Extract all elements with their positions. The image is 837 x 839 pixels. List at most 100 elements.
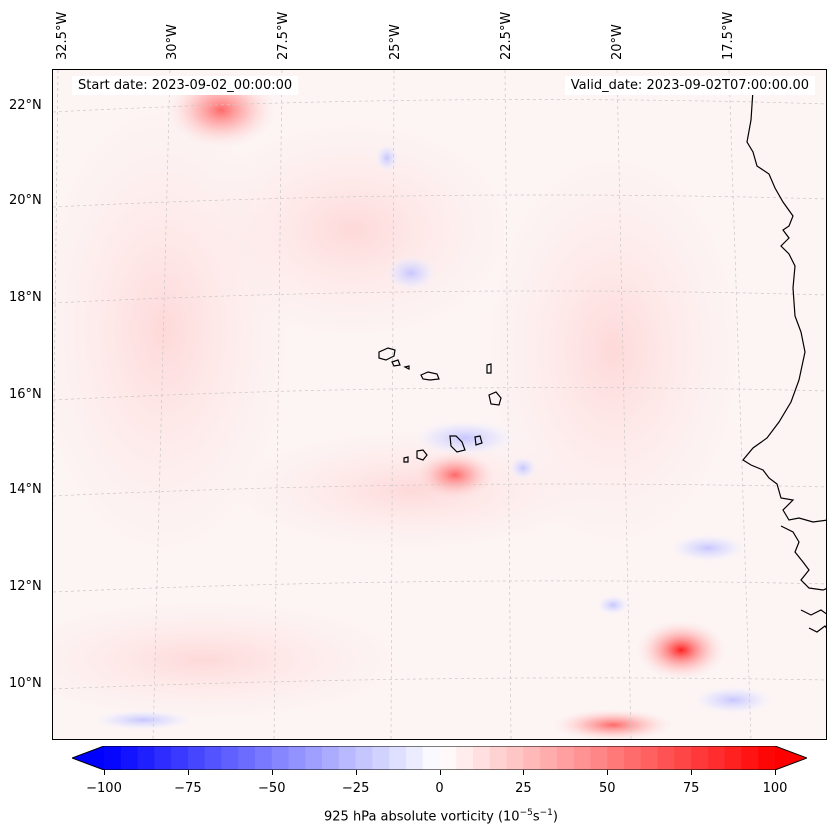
lon-label-20w: 20°W: [610, 24, 625, 60]
gridline-lat-12: [53, 580, 826, 593]
island-boa-vista: [488, 391, 502, 406]
colorbar-label: 925 hPa absolute vorticity (10−5s−1): [324, 808, 558, 825]
africa-coast-guinea: [800, 609, 826, 633]
lat-label-16n: 16°N: [9, 387, 42, 402]
pink-band-southwest: [53, 600, 403, 720]
colorbar-cell: [489, 746, 508, 770]
colorbar-cell: [254, 746, 273, 770]
colorbar-cell: [724, 746, 742, 770]
colorbar-cell: [355, 746, 373, 770]
colorbar-cell: [104, 746, 122, 770]
colorbar-tick-mark: [355, 770, 357, 775]
colorbar-cell: [271, 746, 290, 770]
island-sao-nicolau: [420, 371, 440, 381]
colorbar-cell: [439, 746, 457, 770]
lat-label-10n: 10°N: [9, 676, 42, 691]
colorbar-cell: [540, 746, 558, 770]
colorbar-tick-mark: [271, 770, 273, 775]
lat-label-18n: 18°N: [9, 290, 42, 305]
island-sao-vicente: [391, 359, 401, 367]
lon-label-25w: 25°W: [388, 24, 403, 60]
colorbar-cell: [171, 746, 189, 770]
pink-band-south: [233, 430, 593, 550]
pink-band-central: [193, 120, 513, 340]
lat-label-12n: 12°N: [9, 579, 42, 594]
colorbar-tick-label: −25: [341, 781, 370, 796]
colorbar-tick-label: −50: [258, 781, 286, 796]
colorbar-tick-mark: [187, 770, 189, 775]
colorbar-cell: [187, 746, 206, 770]
gridline-lat-10: [53, 677, 826, 690]
lon-label-17-5w: 17.5°W: [721, 11, 736, 60]
lat-label-20n: 20°N: [9, 193, 42, 208]
colorbar-cell: [120, 746, 139, 770]
colorbar: [72, 746, 807, 770]
colorbar-cell: [590, 746, 608, 770]
lon-label-27-5w: 27.5°W: [276, 11, 291, 60]
colorbar-tick-mark: [439, 770, 441, 775]
africa-coast: [742, 89, 826, 523]
colorbar-tick-label: 100: [762, 781, 788, 796]
colorbar-cell: [137, 746, 155, 770]
colorbar-tick-label: −75: [174, 781, 202, 796]
vortex-blue-12n: [597, 595, 629, 615]
colorbar-cell: [624, 746, 642, 770]
lon-label-32-5w: 32.5°W: [55, 11, 70, 60]
island-santo-antao: [378, 347, 396, 361]
colorbar-cell: [238, 746, 256, 770]
colorbar-cell: [288, 746, 306, 770]
gridline-lon-30: [152, 70, 171, 739]
colorbar-cells: [104, 746, 776, 770]
island-brava: [403, 456, 409, 463]
colorbar-cell: [221, 746, 239, 770]
vortex-blue-13n: [670, 534, 746, 562]
colorbar-tick-mark: [523, 770, 525, 775]
colorbar-cell: [389, 746, 407, 770]
vorticity-map: [53, 70, 826, 739]
map-panel[interactable]: [52, 69, 827, 740]
gridline-lat-20: [53, 194, 826, 208]
island-fogo: [416, 449, 428, 461]
gridline-lon-22-5: [504, 70, 512, 739]
colorbar-cell: [640, 746, 659, 770]
vortex-red-bottom: [553, 709, 673, 739]
colorbar-cell: [322, 746, 340, 770]
vortex-north-cape-verde: [413, 420, 517, 456]
gridline-lon-17-5: [728, 70, 752, 739]
lon-label-30w: 30°W: [165, 24, 180, 60]
colorbar-cell: [372, 746, 390, 770]
africa-coast-south: [780, 525, 826, 591]
gridline-lat-16: [53, 387, 826, 401]
colorbar-cell: [523, 746, 541, 770]
colorbar-cell: [707, 746, 726, 770]
gridline-lon-27-5: [273, 70, 283, 739]
lon-label-22-5w: 22.5°W: [499, 11, 514, 60]
colorbar-tick-mark: [607, 770, 609, 775]
vortex-blue-bottom-left: [93, 710, 193, 730]
colorbar-tick-mark: [104, 770, 105, 775]
island-santiago: [449, 435, 466, 453]
gridline-lon-20: [616, 70, 632, 739]
colorbar-tick-mark: [691, 770, 693, 775]
coastlines: [378, 89, 826, 633]
vortex-blue-southeast: [693, 686, 773, 714]
gridlines: [53, 70, 826, 739]
gridline-lat-14: [53, 483, 826, 497]
lat-label-22n: 22°N: [9, 98, 42, 113]
vortex-blue-18n: [385, 255, 437, 291]
colorbar-cell: [573, 746, 591, 770]
colorbar-cell: [758, 746, 776, 770]
colorbar-cell: [607, 746, 625, 770]
colorbar-cell: [741, 746, 759, 770]
start-date-label: Start date: 2023-09-02_00:00:00: [72, 76, 299, 95]
colorbar-tick-label: 75: [682, 781, 700, 796]
gridline-lat-22: [53, 99, 826, 113]
island-santa-luzia: [403, 365, 410, 370]
colorbar-cell: [506, 746, 524, 770]
colorbar-tick-label: 0: [435, 781, 444, 796]
colorbar-tick-label: −100: [86, 781, 122, 796]
colorbar-cell: [405, 746, 424, 770]
gridline-lat-18: [53, 290, 826, 304]
colorbar-cell: [556, 746, 575, 770]
island-maio: [474, 435, 483, 446]
